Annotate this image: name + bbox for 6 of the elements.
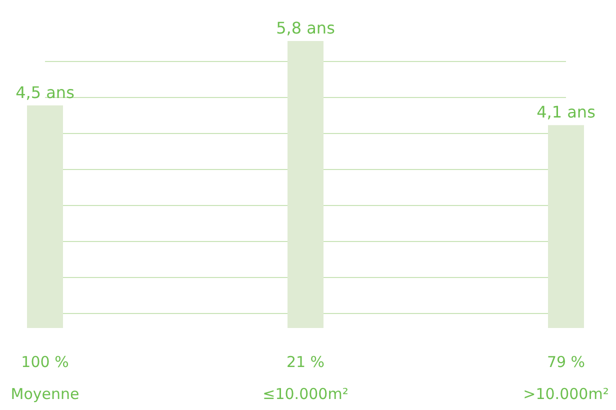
data-label: 4,5 ans bbox=[16, 82, 74, 102]
data-label: 4,1 ans bbox=[536, 102, 596, 122]
x-tick-label: 21 % ≤10.000m² bbox=[262, 353, 348, 403]
x-tick-label: 100 % Moyenne bbox=[10, 353, 80, 403]
x-tick-label: 79 % >10.000m² bbox=[523, 353, 609, 403]
data-label: 5,8 ans bbox=[276, 18, 335, 38]
